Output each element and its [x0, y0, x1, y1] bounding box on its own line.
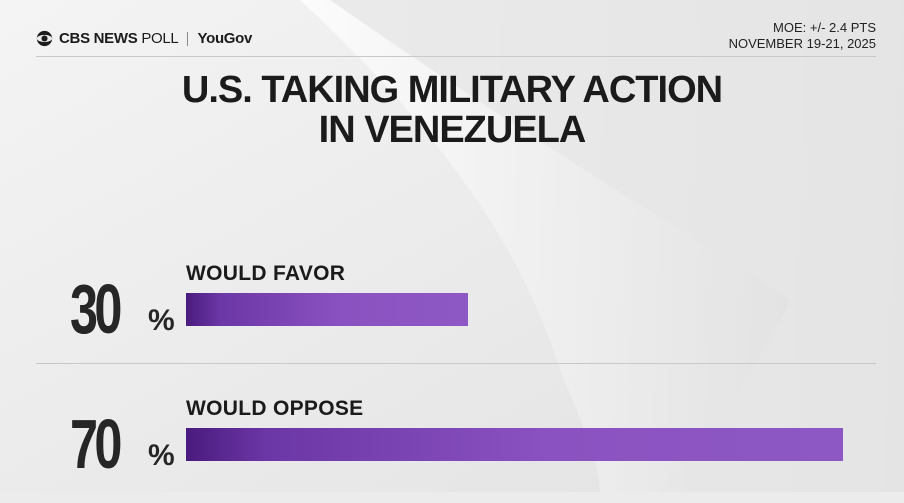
partner-name: YouGov [197, 30, 253, 47]
bar [186, 293, 468, 326]
percent-sign: % [148, 439, 175, 472]
poll-meta: MOE: +/- 2.4 PTS NOVEMBER 19-21, 2025 [729, 20, 876, 52]
bar [186, 428, 843, 461]
background-swoosh [0, 0, 904, 492]
category-label: WOULD FAVOR [186, 262, 346, 285]
margin-of-error: MOE: +/- 2.4 PTS [773, 20, 876, 35]
percent-sign: % [148, 304, 175, 337]
poll-dates: NOVEMBER 19-21, 2025 [728, 36, 876, 51]
category-label: WOULD OPPOSE [186, 397, 364, 420]
chart-row: 30% WOULD FAVOR [0, 258, 904, 368]
chart-row: 70% WOULD OPPOSE [0, 393, 904, 503]
brand-logo: CBS NEWS POLL YouGov [36, 30, 252, 47]
brand-separator [187, 31, 189, 46]
title-line-2: IN VENEZUELA [318, 109, 587, 151]
value-label: 70 [70, 405, 122, 483]
cbs-eye-icon [36, 30, 53, 47]
header: CBS NEWS POLL YouGov MOE: +/- 2.4 PTS NO… [36, 20, 876, 57]
brand-name: CBS NEWS POLL [59, 30, 179, 47]
row-divider [36, 363, 876, 364]
value-label: 30 [70, 270, 122, 348]
title-line-1: U.S. TAKING MILITARY ACTION [181, 69, 723, 111]
chart-title: U.S. TAKING MILITARY ACTION IN VENEZUELA [0, 70, 904, 150]
